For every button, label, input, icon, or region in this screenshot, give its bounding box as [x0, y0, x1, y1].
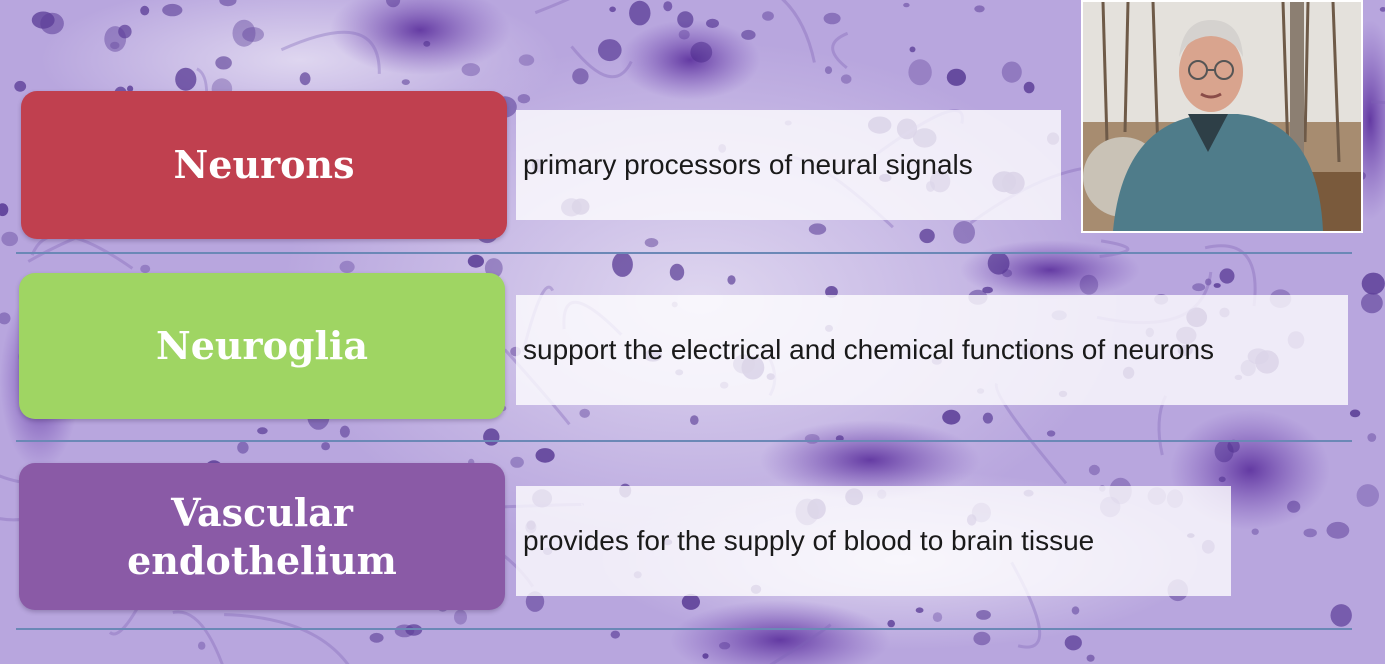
row-divider [16, 628, 1352, 630]
presenter-video[interactable] [1081, 0, 1363, 233]
neuroglia-label-box: Neuroglia [19, 273, 505, 419]
neurons-description-box: primary processors of neural signals [516, 110, 1061, 220]
vascular-endothelium-label-box: Vascular endothelium [19, 463, 505, 610]
neuroglia-description-box: support the electrical and chemical func… [516, 295, 1348, 405]
neuroglia-description: support the electrical and chemical func… [523, 334, 1215, 365]
row-divider [16, 252, 1352, 254]
vascular-endothelium-description-box: provides for the supply of blood to brai… [516, 486, 1231, 596]
neurons-label: Neurons [173, 142, 355, 187]
neurons-description: primary processors of neural signals [523, 149, 973, 180]
neurons-label-box: Neurons [21, 91, 507, 239]
vascular-endothelium-description: provides for the supply of blood to brai… [523, 525, 1095, 556]
presenter-webcam-image [1083, 2, 1361, 231]
neuroglia-label: Neuroglia [156, 323, 368, 368]
vascular-endothelium-label: Vascular endothelium [127, 489, 397, 583]
row-divider [16, 440, 1352, 442]
